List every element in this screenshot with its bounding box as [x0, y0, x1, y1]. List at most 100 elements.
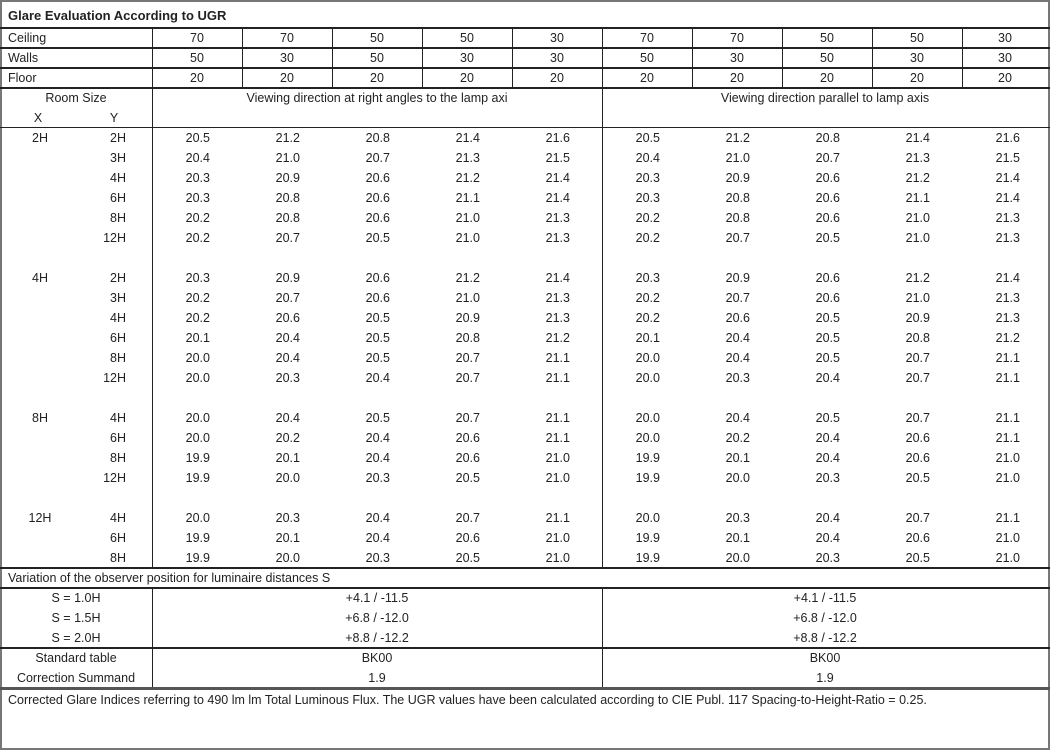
standard-table-label: Standard table [35, 651, 117, 665]
divider [242, 28, 243, 88]
x-label: X [33, 111, 43, 125]
reflectance-value: 30 [998, 31, 1012, 45]
ugr-value: 21.4 [995, 171, 1020, 185]
variation-right-angles: +6.8 / -12.0 [345, 611, 409, 625]
ugr-value: 21.0 [545, 531, 570, 545]
divider [872, 28, 873, 88]
ugr-value: 21.4 [905, 131, 930, 145]
ugr-value: 20.9 [905, 311, 930, 325]
ugr-value: 20.7 [455, 351, 480, 365]
reflectance-value: 50 [370, 51, 384, 65]
room-y: 2H [110, 271, 126, 285]
ugr-value: 20.2 [185, 211, 210, 225]
ugr-value: 20.1 [275, 531, 300, 545]
ugr-value: 21.4 [545, 271, 570, 285]
ugr-value: 20.4 [815, 431, 840, 445]
reflectance-value: 30 [910, 51, 924, 65]
ugr-value: 21.2 [995, 331, 1020, 345]
ugr-value: 21.1 [545, 411, 570, 425]
ugr-value: 20.7 [905, 351, 930, 365]
ugr-value: 21.6 [995, 131, 1020, 145]
room-y: 12H [103, 231, 126, 245]
reflectance-value: 20 [460, 71, 474, 85]
reflectance-value: 20 [998, 71, 1012, 85]
ugr-value: 19.9 [635, 531, 660, 545]
reflectance-value: 20 [190, 71, 204, 85]
variation-label: Variation of the observer position for l… [8, 571, 331, 585]
direction-right-angles: Viewing direction at right angles to the… [246, 91, 508, 105]
reflectance-value: 50 [190, 51, 204, 65]
ugr-value: 19.9 [635, 551, 660, 565]
divider [602, 588, 603, 688]
divider [0, 27, 1050, 29]
table-title: Glare Evaluation According to UGR [8, 8, 227, 23]
variation-s: S = 1.5H [51, 611, 101, 625]
reflectance-label-floor: Floor [8, 71, 37, 85]
reflectance-value: 30 [998, 51, 1012, 65]
reflectance-value: 50 [460, 31, 474, 45]
divider [0, 127, 1050, 128]
ugr-value: 21.3 [545, 231, 570, 245]
reflectance-label-walls: Walls [8, 51, 39, 65]
ugr-value: 20.3 [275, 371, 300, 385]
ugr-value: 20.6 [365, 271, 390, 285]
ugr-value: 20.6 [455, 531, 480, 545]
divider [692, 28, 693, 88]
ugr-value: 21.0 [275, 151, 300, 165]
ugr-value: 20.7 [725, 231, 750, 245]
ugr-value: 20.8 [275, 211, 300, 225]
ugr-value: 20.0 [185, 431, 210, 445]
ugr-value: 20.7 [905, 371, 930, 385]
ugr-value: 21.4 [995, 191, 1020, 205]
divider [152, 88, 153, 568]
ugr-value: 21.2 [545, 331, 570, 345]
standard-table-parallel: BK00 [809, 651, 841, 665]
ugr-value: 20.3 [185, 271, 210, 285]
ugr-value: 20.7 [815, 151, 840, 165]
ugr-value: 20.8 [905, 331, 930, 345]
ugr-value: 21.0 [455, 211, 480, 225]
room-y: 8H [110, 451, 126, 465]
ugr-value: 20.0 [635, 411, 660, 425]
ugr-value: 21.1 [995, 411, 1020, 425]
divider [332, 28, 333, 88]
room-y: 8H [110, 351, 126, 365]
ugr-value: 20.6 [905, 431, 930, 445]
ugr-value: 21.1 [545, 431, 570, 445]
ugr-value: 20.9 [725, 271, 750, 285]
room-x: 4H [32, 271, 48, 285]
ugr-value: 19.9 [635, 451, 660, 465]
ugr-value: 21.2 [905, 171, 930, 185]
ugr-value: 20.5 [185, 131, 210, 145]
reflectance-value: 50 [820, 31, 834, 45]
ugr-value: 20.9 [455, 311, 480, 325]
ugr-value: 21.1 [455, 191, 480, 205]
ugr-value: 20.1 [275, 451, 300, 465]
ugr-value: 19.9 [185, 451, 210, 465]
ugr-value: 19.9 [185, 471, 210, 485]
reflectance-value: 20 [640, 71, 654, 85]
variation-s: S = 1.0H [51, 591, 101, 605]
reflectance-value: 50 [820, 51, 834, 65]
ugr-value: 20.8 [365, 131, 390, 145]
room-y: 12H [103, 371, 126, 385]
correction-summand-label: Correction Summand [16, 671, 136, 685]
ugr-value: 20.2 [635, 211, 660, 225]
ugr-value: 21.3 [995, 311, 1020, 325]
ugr-value: 20.0 [725, 551, 750, 565]
room-y: 8H [110, 211, 126, 225]
variation-parallel: +4.1 / -11.5 [793, 591, 857, 605]
ugr-value: 20.0 [635, 431, 660, 445]
ugr-value: 21.4 [995, 271, 1020, 285]
ugr-value: 21.1 [545, 351, 570, 365]
ugr-value: 20.5 [815, 411, 840, 425]
ugr-value: 20.2 [185, 311, 210, 325]
reflectance-value: 30 [550, 51, 564, 65]
ugr-value: 20.2 [185, 231, 210, 245]
ugr-value: 21.6 [545, 131, 570, 145]
ugr-value: 20.0 [275, 551, 300, 565]
divider [0, 87, 1050, 89]
ugr-value: 21.3 [545, 211, 570, 225]
ugr-value: 20.0 [185, 411, 210, 425]
ugr-value: 21.2 [455, 271, 480, 285]
